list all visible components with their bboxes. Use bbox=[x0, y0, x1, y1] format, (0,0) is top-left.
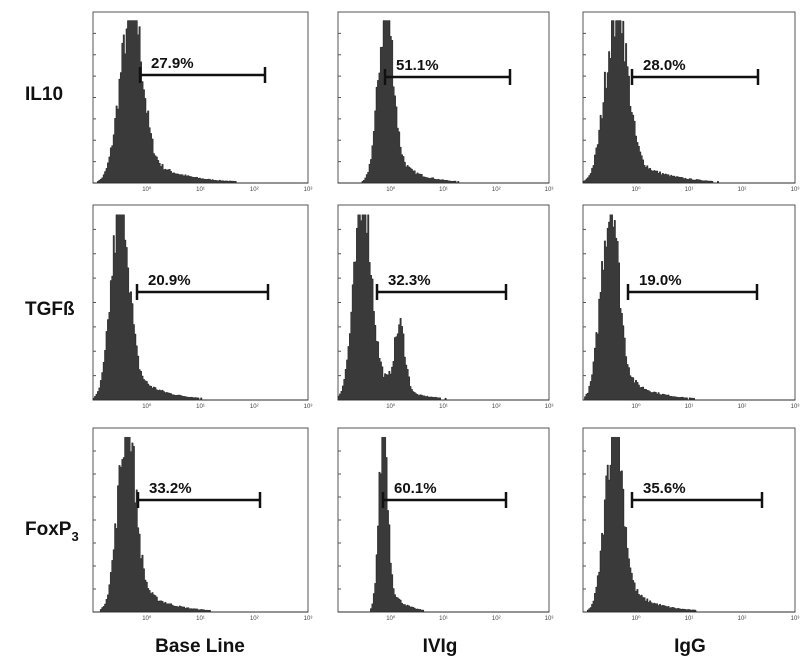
x-tick-label: 10⁰ bbox=[386, 403, 396, 410]
histogram-panel: 10⁰ 10¹ 10² 10³ 35.6% bbox=[582, 427, 800, 622]
histogram bbox=[93, 20, 308, 184]
gate-percentage: 19.0% bbox=[639, 272, 682, 289]
column-label: Base Line bbox=[155, 636, 245, 657]
gate-percentage: 32.3% bbox=[388, 272, 431, 289]
x-tick-label: 10¹ bbox=[685, 404, 694, 410]
x-tick-label: 10⁰ bbox=[631, 615, 641, 622]
x-tick-label: 10⁰ bbox=[631, 403, 641, 410]
histogram-panel: 10⁰ 10¹ 10² 10³ 33.2% bbox=[92, 427, 313, 622]
x-tick-label: 10² bbox=[738, 616, 747, 622]
histogram bbox=[582, 20, 795, 184]
row-label-text: FoxP bbox=[25, 519, 72, 540]
panel-frame bbox=[337, 427, 550, 613]
x-tick-label: 10² bbox=[738, 187, 747, 193]
x-tick-label: 10⁰ bbox=[386, 615, 396, 622]
column-label: IVIg bbox=[423, 636, 458, 657]
x-tick-label: 10³ bbox=[545, 404, 554, 410]
histogram-panel: 10⁰ 10¹ 10² 10³ 27.9% bbox=[92, 11, 313, 193]
row-label: FoxP3 bbox=[25, 519, 79, 544]
x-tick-label: 10² bbox=[492, 404, 501, 410]
x-tick-label: 10³ bbox=[304, 616, 313, 622]
x-tick-label: 10⁰ bbox=[631, 186, 641, 193]
row-label-subscript: 3 bbox=[71, 529, 78, 544]
panel-frame bbox=[337, 11, 550, 184]
x-tick-label: 10² bbox=[250, 187, 259, 193]
x-tick-label: 10⁰ bbox=[142, 403, 152, 410]
gate-percentage: 33.2% bbox=[149, 480, 192, 497]
x-tick-label: 10¹ bbox=[196, 404, 205, 410]
histogram bbox=[583, 437, 795, 613]
histogram-panel: 10⁰ 10¹ 10² 10³ 32.3% bbox=[337, 204, 554, 410]
x-tick-label: 10³ bbox=[545, 616, 554, 622]
gate-percentage: 28.0% bbox=[643, 57, 686, 74]
gate-percentage: 27.9% bbox=[151, 55, 194, 72]
x-tick-label: 10⁰ bbox=[386, 186, 396, 193]
histogram bbox=[583, 214, 795, 401]
x-tick-label: 10⁰ bbox=[142, 186, 152, 193]
x-tick-label: 10¹ bbox=[439, 187, 448, 193]
gate-percentage: 20.9% bbox=[148, 272, 191, 289]
histogram-panel: 10⁰ 10¹ 10² 10³ 20.9% bbox=[92, 204, 313, 410]
x-tick-label: 10³ bbox=[791, 616, 800, 622]
x-tick-label: 10¹ bbox=[439, 404, 448, 410]
x-tick-label: 10¹ bbox=[196, 187, 205, 193]
x-tick-label: 10² bbox=[738, 404, 747, 410]
x-tick-label: 10² bbox=[250, 616, 259, 622]
histogram bbox=[92, 214, 308, 401]
histogram-panel: 10⁰ 10¹ 10² 10³ 51.1% bbox=[337, 11, 554, 193]
histogram bbox=[338, 20, 549, 184]
histogram bbox=[338, 437, 549, 613]
x-tick-label: 10³ bbox=[791, 404, 800, 410]
histogram-panel: 10⁰ 10¹ 10² 10³ 60.1% bbox=[337, 427, 554, 622]
histogram bbox=[93, 437, 308, 613]
gate-percentage: 35.6% bbox=[643, 480, 686, 497]
x-tick-label: 10¹ bbox=[685, 616, 694, 622]
x-tick-label: 10¹ bbox=[685, 187, 694, 193]
x-tick-label: 10⁰ bbox=[142, 615, 152, 622]
gate-percentage: 51.1% bbox=[396, 57, 439, 74]
histogram-panel: 10⁰ 10¹ 10² 10³ 28.0% bbox=[582, 11, 800, 193]
x-tick-label: 10¹ bbox=[196, 616, 205, 622]
x-tick-label: 10³ bbox=[304, 187, 313, 193]
x-tick-label: 10² bbox=[492, 616, 501, 622]
gate-percentage: 60.1% bbox=[394, 480, 437, 497]
histogram-panel: 10⁰ 10¹ 10² 10³ 19.0% bbox=[582, 204, 800, 410]
x-tick-label: 10³ bbox=[545, 187, 554, 193]
column-label: IgG bbox=[674, 636, 706, 657]
x-tick-label: 10² bbox=[250, 404, 259, 410]
x-tick-label: 10² bbox=[492, 187, 501, 193]
histogram bbox=[337, 214, 549, 401]
row-label: IL10 bbox=[25, 84, 63, 105]
row-label: TGFß bbox=[25, 299, 75, 320]
x-tick-label: 10¹ bbox=[439, 616, 448, 622]
x-tick-label: 10³ bbox=[791, 187, 800, 193]
x-tick-label: 10³ bbox=[304, 404, 313, 410]
